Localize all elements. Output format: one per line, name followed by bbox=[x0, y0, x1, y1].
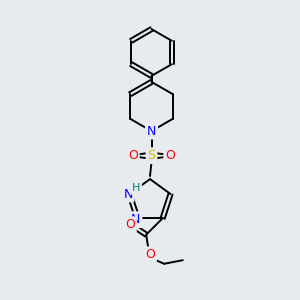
Text: O: O bbox=[125, 218, 135, 231]
Text: O: O bbox=[128, 149, 138, 162]
Text: H: H bbox=[132, 183, 140, 193]
Text: N: N bbox=[123, 188, 133, 200]
Text: S: S bbox=[148, 149, 155, 162]
Text: O: O bbox=[165, 149, 175, 162]
Text: N: N bbox=[147, 124, 156, 138]
Text: O: O bbox=[145, 248, 155, 261]
Text: N: N bbox=[131, 213, 140, 226]
